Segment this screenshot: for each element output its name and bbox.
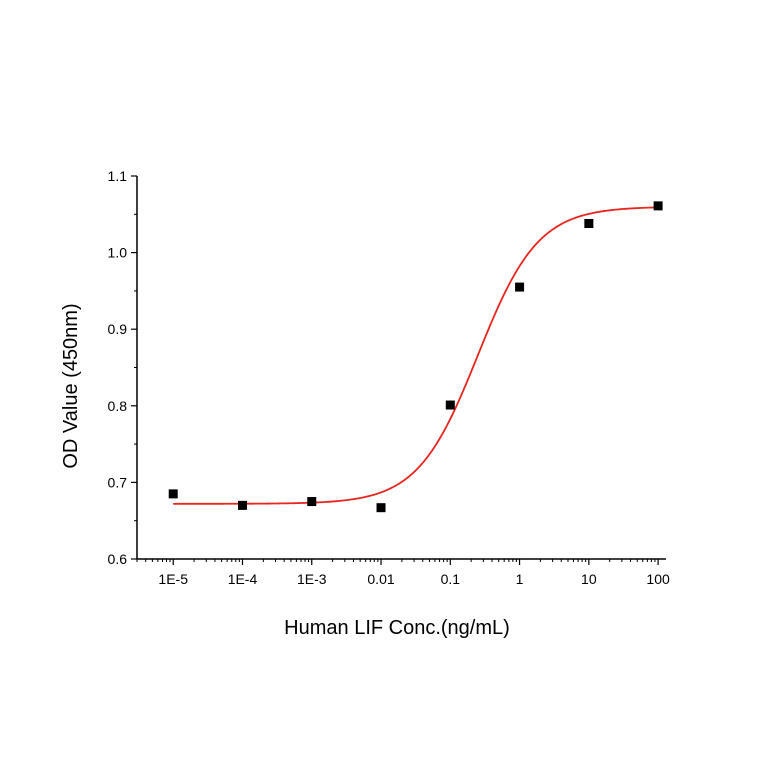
x-tick-label: 0.1 [441,571,461,587]
y-tick-label: 0.6 [108,551,128,567]
y-tick-label: 1.0 [108,245,128,261]
x-tick-label: 1E-4 [228,571,258,587]
data-point [376,503,386,513]
y-axis-ticks: 0.6 0.7 0.8 0.9 1.0 1.1 [108,168,137,567]
x-tick-label: 1E-5 [158,571,188,587]
x-axis-ticks: 1E-5 1E-4 1E-3 0.01 0.1 1 10 100 [136,559,670,587]
data-point [307,497,317,507]
data-point [237,500,247,510]
x-tick-label: 10 [581,571,597,587]
data-point [653,201,663,211]
y-tick-label: 1.1 [108,168,128,184]
data-points-layer [168,201,663,513]
data-point [584,218,594,228]
data-point [445,400,455,410]
axes [136,176,666,560]
y-tick-label: 0.8 [108,398,128,414]
y-tick-label: 0.7 [108,474,128,490]
data-point [515,282,525,292]
fit-curve-layer [173,206,659,505]
x-axis-label: Human LIF Conc.(ng/mL) [284,617,510,639]
x-tick-label: 1 [516,571,524,587]
x-tick-label: 1E-3 [297,571,327,587]
y-tick-label: 0.9 [108,321,128,337]
fit-curve [173,206,659,505]
y-axis-label: OD Value (450nm) [60,303,82,468]
x-tick-label: 100 [646,571,670,587]
data-point [168,489,178,499]
x-tick-label: 0.01 [367,571,394,587]
